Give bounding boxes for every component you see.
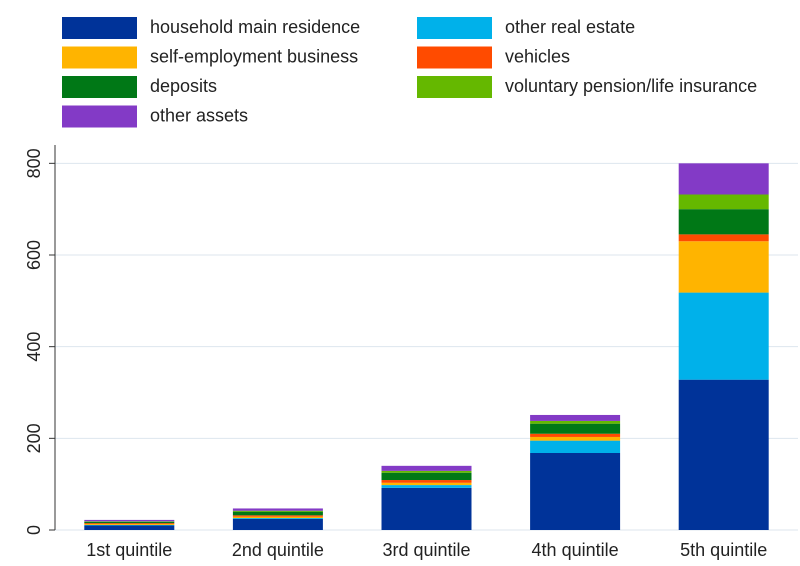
bar-segment: [233, 515, 323, 516]
bar-segment: [382, 488, 472, 530]
bar-segment: [679, 241, 769, 292]
bar-segment: [679, 380, 769, 530]
bar-segment: [382, 473, 472, 480]
legend-swatch: [417, 76, 492, 98]
y-tick-label: 0: [24, 525, 44, 535]
bar-segment: [530, 415, 620, 421]
x-tick-label: 4th quintile: [532, 540, 619, 560]
legend-label: self-employment business: [150, 46, 358, 66]
x-tick-label: 2nd quintile: [232, 540, 324, 560]
bar-segment: [233, 508, 323, 510]
y-tick-label: 200: [24, 423, 44, 453]
y-tick-label: 600: [24, 240, 44, 270]
legend-swatch: [62, 47, 137, 69]
bar-segment: [530, 424, 620, 434]
bar-segment: [84, 525, 174, 530]
bar-segment: [233, 519, 323, 530]
bar-segment: [382, 485, 472, 488]
x-tick-label: 3rd quintile: [382, 540, 470, 560]
bar-segment: [679, 293, 769, 380]
bar-segment: [530, 421, 620, 424]
bar-segment: [679, 163, 769, 194]
bar-segment: [382, 471, 472, 473]
bar-segment: [679, 234, 769, 241]
bar-segment: [382, 483, 472, 485]
bar-segment: [530, 441, 620, 453]
y-tick-label: 800: [24, 148, 44, 178]
bar-segment: [233, 517, 323, 518]
bar-segment: [530, 453, 620, 530]
legend-label: household main residence: [150, 17, 360, 37]
legend-label: voluntary pension/life insurance: [505, 76, 757, 96]
legend-swatch: [62, 17, 137, 39]
bar-segment: [679, 209, 769, 234]
bar-segment: [84, 522, 174, 523]
legend-swatch: [62, 106, 137, 128]
y-tick-label: 400: [24, 332, 44, 362]
bar-segment: [233, 512, 323, 516]
legend-label: deposits: [150, 76, 217, 96]
legend-label: vehicles: [505, 46, 570, 66]
bar-segment: [233, 518, 323, 519]
legend-swatch: [62, 76, 137, 98]
bar-segment: [84, 520, 174, 521]
bar-segment: [382, 466, 472, 471]
bar-segment: [679, 195, 769, 210]
x-tick-label: 1st quintile: [86, 540, 172, 560]
legend-swatch: [417, 17, 492, 39]
bar-segment: [233, 511, 323, 512]
legend-label: other real estate: [505, 17, 635, 37]
bar-segment: [382, 480, 472, 483]
x-tick-label: 5th quintile: [680, 540, 767, 560]
bar-segment: [530, 437, 620, 441]
legend-label: other assets: [150, 105, 248, 125]
legend-swatch: [417, 47, 492, 69]
bar-segment: [84, 524, 174, 525]
bar-segment: [530, 434, 620, 437]
bar-segment: [84, 523, 174, 524]
